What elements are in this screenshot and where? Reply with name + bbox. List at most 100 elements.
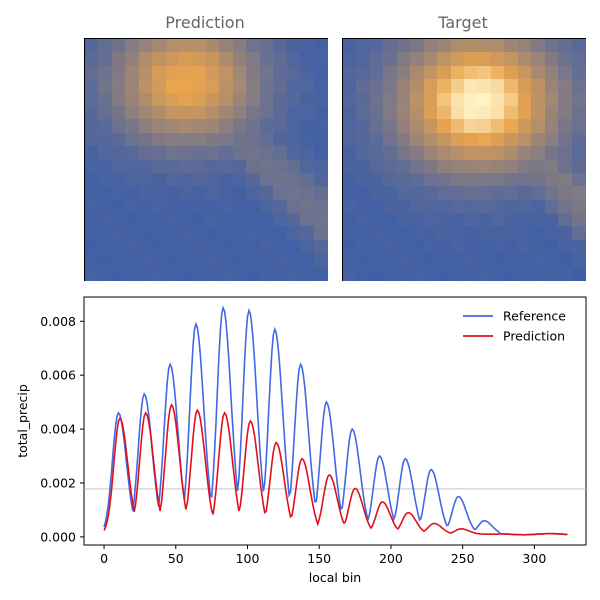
heatmap-cell: [383, 239, 398, 254]
heatmap-cell: [437, 186, 452, 201]
heatmap-cell: [259, 146, 274, 161]
heatmap-cell: [571, 159, 586, 174]
heatmap-cell: [464, 213, 479, 228]
heatmap-cell: [179, 253, 194, 268]
heatmap-cell: [273, 266, 288, 281]
y-tick-label: 0.008: [40, 314, 76, 329]
heatmap-cell: [369, 65, 384, 80]
heatmap-cell: [273, 159, 288, 174]
heatmap-cell: [517, 172, 532, 187]
heatmap-cell: [410, 39, 425, 53]
heatmap-cell: [219, 213, 234, 228]
heatmap-cell: [232, 146, 247, 161]
heatmap-cell: [356, 239, 371, 254]
heatmap-cell: [179, 159, 194, 174]
heatmap-cell: [286, 92, 301, 107]
heatmap-cell: [286, 266, 301, 281]
heatmap-cell: [246, 146, 261, 161]
heatmap-cell: [558, 159, 573, 174]
heatmap-cell: [138, 105, 153, 120]
heatmap-cell: [219, 105, 234, 120]
heatmap-cell: [138, 213, 153, 228]
heatmap-cell: [192, 79, 207, 94]
heatmap-cell: [383, 266, 398, 281]
heatmap-cell: [396, 39, 411, 53]
heatmap-cell: [232, 132, 247, 147]
heatmap-cell: [111, 105, 126, 120]
heatmap-cell: [356, 119, 371, 134]
heatmap-cell: [138, 239, 153, 254]
heatmap-cell: [152, 199, 167, 214]
heatmap-cell: [313, 186, 328, 201]
heatmap-cell: [531, 146, 546, 161]
heatmap-cell: [369, 52, 384, 67]
heatmap-title-target: Target: [438, 13, 488, 32]
heatmap-cell: [558, 266, 573, 281]
heatmap-cell: [396, 213, 411, 228]
heatmap-cell: [85, 119, 100, 134]
heatmap-cell: [273, 52, 288, 67]
heatmap-cell: [125, 65, 140, 80]
heatmap-cell: [273, 253, 288, 268]
heatmap-cell: [138, 186, 153, 201]
heatmap-cell: [437, 253, 452, 268]
heatmap-cell: [369, 105, 384, 120]
heatmap-cell: [286, 52, 301, 67]
heatmap-cell: [490, 146, 505, 161]
heatmap-cell: [558, 199, 573, 214]
heatmap-cell: [517, 213, 532, 228]
heatmap-cell: [152, 239, 167, 254]
heatmap-cell: [558, 52, 573, 67]
heatmap-cell: [450, 79, 465, 94]
heatmap-cell: [544, 266, 559, 281]
heatmap-cell: [356, 172, 371, 187]
heatmap-cell: [464, 52, 479, 67]
heatmap-cell: [138, 39, 153, 53]
heatmap-cell: [111, 79, 126, 94]
heatmap-cell: [111, 39, 126, 53]
heatmap-cell: [477, 52, 492, 67]
heatmap-cell: [383, 226, 398, 241]
heatmap-cell: [273, 92, 288, 107]
heatmap-cell: [179, 105, 194, 120]
heatmap-cell: [313, 253, 328, 268]
heatmap-cell: [383, 199, 398, 214]
heatmap-cell: [450, 199, 465, 214]
heatmap-cell: [313, 39, 328, 53]
heatmap-cell: [490, 92, 505, 107]
heatmap-cell: [273, 146, 288, 161]
heatmap-cell: [313, 92, 328, 107]
heatmap-cell: [396, 199, 411, 214]
heatmap-cell: [152, 79, 167, 94]
heatmap-cell: [410, 199, 425, 214]
heatmap-title-prediction: Prediction: [165, 13, 245, 32]
heatmap-cell: [544, 199, 559, 214]
heatmap-cell: [423, 186, 438, 201]
heatmap-cell: [544, 105, 559, 120]
heatmap-cell: [286, 172, 301, 187]
heatmap-cell: [313, 213, 328, 228]
heatmap-cell: [410, 105, 425, 120]
heatmap-cell: [396, 253, 411, 268]
heatmap-cell: [464, 159, 479, 174]
heatmap-cell: [531, 186, 546, 201]
heatmap-cell: [531, 52, 546, 67]
heatmap-cell: [138, 79, 153, 94]
heatmap-cell: [152, 213, 167, 228]
heatmap-cell: [490, 119, 505, 134]
heatmap-cell: [179, 119, 194, 134]
heatmap-cell: [246, 186, 261, 201]
heatmap-cell: [410, 119, 425, 134]
heatmap-cell: [246, 39, 261, 53]
heatmap-cell: [273, 65, 288, 80]
heatmap-cell: [369, 92, 384, 107]
heatmap-cell: [517, 226, 532, 241]
heatmap-cell: [165, 132, 180, 147]
heatmap-cell: [246, 159, 261, 174]
heatmap-cell: [504, 105, 519, 120]
heatmap-cell: [206, 105, 221, 120]
heatmap-cell: [206, 253, 221, 268]
heatmap-cell: [517, 266, 532, 281]
x-tick-label: 200: [379, 551, 403, 566]
heatmap-cell: [531, 266, 546, 281]
